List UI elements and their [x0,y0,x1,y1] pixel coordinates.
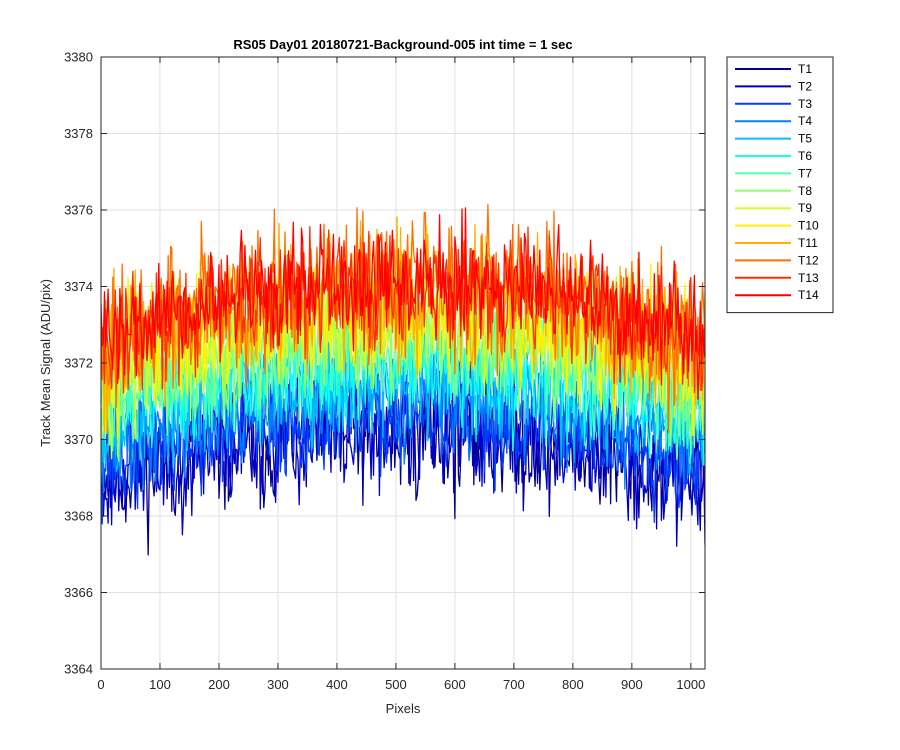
legend-label-t8: T8 [798,184,812,198]
y-tick-label: 3376 [64,203,93,218]
legend-label-t10: T10 [798,219,819,233]
series-line-t14 [101,207,705,400]
y-tick-label: 3380 [64,50,93,65]
legend-label-t6: T6 [798,149,812,163]
legend[interactable]: T1 T2 T3 T4 T5 T6 T7 T8 T9 T10 T11 T12 T13 T14 [726,56,834,314]
legend-label-t2: T2 [798,79,812,93]
x-tick-label: 900 [621,677,643,692]
y-tick-label: 3378 [64,126,93,141]
axis-ticks: 0 100 200 300 400 500 600 700 800 900 1000 3364 3366… [64,50,705,693]
y-tick-label: 3374 [64,279,93,294]
legend-label-t9: T9 [798,201,812,215]
x-tick-label: 800 [562,677,584,692]
x-tick-label: 300 [267,677,289,692]
x-tick-label: 0 [97,677,104,692]
legend-label-t14: T14 [798,288,819,302]
y-tick-label: 3364 [64,662,93,677]
y-tick-label: 3372 [64,356,93,371]
series-lines [101,204,705,556]
y-axis-label: Track Mean Signal (ADU/pix) [38,279,53,447]
x-axis-label: Pixels [386,701,421,716]
y-tick-label: 3370 [64,432,93,447]
chart-title: RS05 Day01 20180721-Background-005 int t… [233,37,572,52]
series-line-t3 [101,345,705,525]
x-tick-label: 100 [149,677,171,692]
x-tick-label: 500 [385,677,407,692]
legend-label-t11: T11 [798,236,818,250]
x-tick-label: 700 [503,677,525,692]
legend-label-t13: T13 [798,271,819,285]
legend-label-t12: T12 [798,253,819,267]
x-tick-label: 200 [208,677,230,692]
legend-box [726,56,834,314]
y-tick-label: 3368 [64,509,93,524]
series-line-t13 [101,217,705,394]
legend-label-t3: T3 [798,97,812,111]
x-tick-label: 600 [444,677,466,692]
legend-label-t7: T7 [798,166,812,180]
legend-label-t5: T5 [798,132,812,146]
legend-label-t4: T4 [798,114,812,128]
x-tick-label: 400 [326,677,348,692]
y-tick-label: 3366 [64,585,93,600]
x-tick-label: 1000 [676,677,705,692]
legend-label-t1: T1 [798,62,812,76]
